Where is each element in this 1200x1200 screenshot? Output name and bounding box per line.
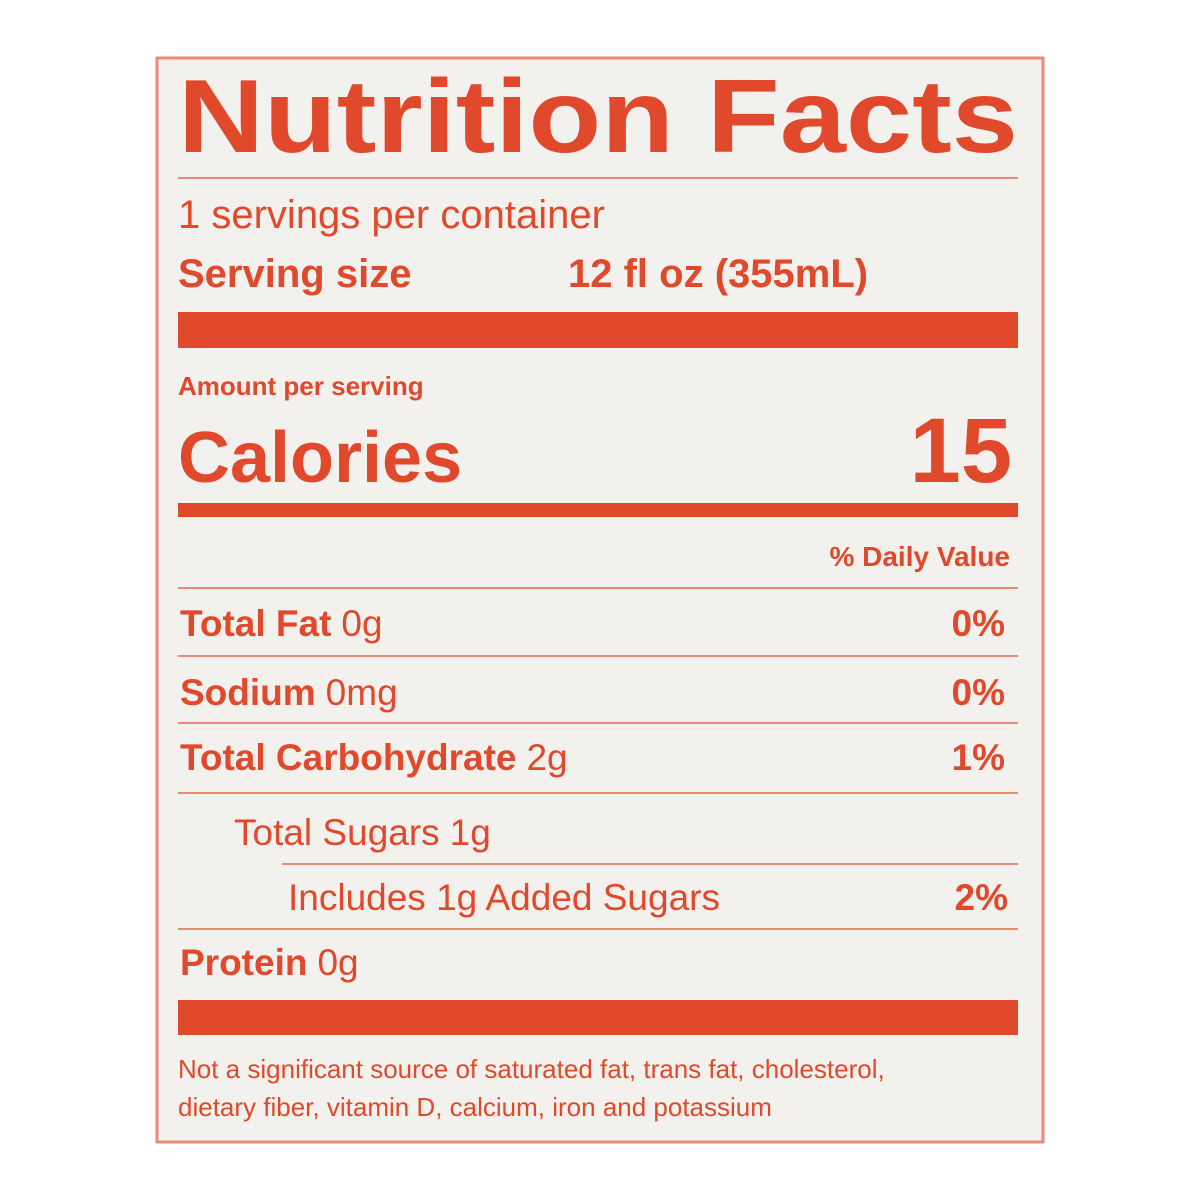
serving-size-label: Serving size (178, 252, 411, 296)
divider (178, 722, 1018, 724)
nutrient-amount: 0g (341, 603, 382, 644)
label-box (155, 56, 1045, 1144)
nutrient-row: Sodium 0mg (180, 672, 398, 713)
nutrient-amount: 2g (526, 737, 567, 778)
servings: 1 servings per container (178, 193, 605, 237)
nutrient-dv: 1% (952, 737, 1005, 778)
divider (178, 928, 1018, 930)
footnote: Not a significant source of saturated fa… (178, 1054, 885, 1084)
divider (282, 863, 1018, 865)
daily-value-header: % Daily Value (829, 541, 1010, 572)
divider (178, 792, 1018, 794)
nutrient-dv: 0% (952, 603, 1005, 644)
title: Nutrition Facts (178, 59, 1018, 175)
nutrient-row: Total Sugars 1g (234, 812, 491, 853)
nutrient-name: Includes 1g Added Sugars (288, 877, 720, 918)
nutrient-name: Protein (180, 942, 307, 983)
nutrient-name: Total Carbohydrate (180, 737, 516, 778)
calories-label: Calories (178, 418, 462, 498)
nutrient-amount: 0g (317, 942, 358, 983)
nutrient-amount: 0mg (326, 672, 398, 713)
nutrient-amount: 1g (450, 812, 491, 853)
nutrient-row: Total Carbohydrate 2g (180, 737, 568, 778)
footnote: dietary fiber, vitamin D, calcium, iron … (178, 1092, 772, 1122)
medium-bar (178, 503, 1018, 517)
calories-value: 15 (910, 400, 1012, 502)
divider (178, 177, 1018, 179)
nutrient-name: Sodium (180, 672, 316, 713)
thick-bar (178, 312, 1018, 348)
serving-size-value: 12 fl oz (355mL) (568, 252, 868, 296)
nutrient-name: Total Sugars (234, 812, 440, 853)
nutrient-name: Total Fat (180, 603, 331, 644)
thick-bar (178, 1000, 1018, 1035)
nutrient-row: Protein 0g (180, 942, 359, 983)
nutrient-dv: 2% (955, 877, 1008, 918)
nutrient-row: Total Fat 0g (180, 603, 383, 644)
divider (178, 587, 1018, 589)
amount-per-serving: Amount per serving (178, 371, 424, 401)
nutrient-dv: 0% (952, 672, 1005, 713)
divider (178, 655, 1018, 657)
